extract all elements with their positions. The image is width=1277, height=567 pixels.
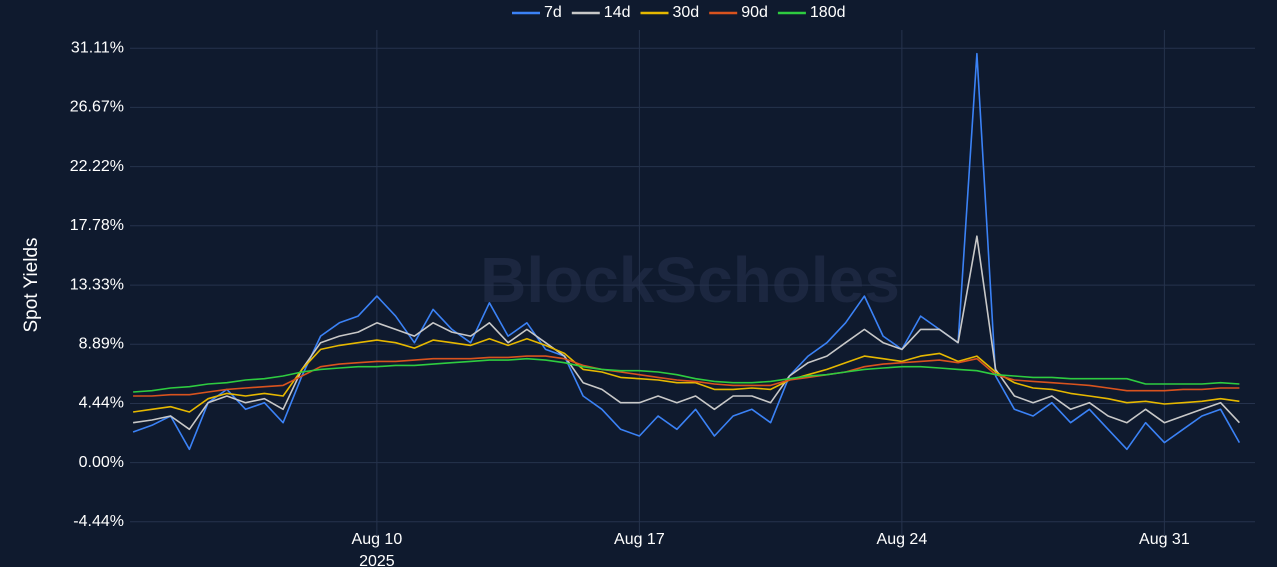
y-tick-label: 31.11% xyxy=(71,39,124,56)
legend-label: 7d xyxy=(544,4,562,21)
series-line xyxy=(133,357,1240,393)
series-line xyxy=(132,337,1240,413)
y-axis-title: Spot Yields xyxy=(21,237,42,332)
y-tick-label: -4.44% xyxy=(73,513,124,530)
series-line xyxy=(132,52,1241,451)
legend-label: 180d xyxy=(810,4,846,21)
x-tick-label: Aug 17 xyxy=(614,531,665,548)
x-tick-label: Aug 10 xyxy=(352,531,403,548)
y-tick-label: 22.22% xyxy=(70,158,124,175)
legend-label: 90d xyxy=(741,4,768,21)
y-tick-label: 4.44% xyxy=(79,395,124,412)
x-tick-label: Aug 31 xyxy=(1139,531,1190,548)
legend-label: 30d xyxy=(673,4,700,21)
x-year-label: 2025 xyxy=(359,553,395,567)
y-tick-label: 26.67% xyxy=(70,99,124,116)
legend-label: 14d xyxy=(604,4,631,21)
watermark: BlockScholes xyxy=(480,244,900,316)
x-tick-label: Aug 24 xyxy=(877,531,928,548)
y-tick-label: 17.78% xyxy=(70,217,124,234)
series-line xyxy=(133,355,1240,397)
y-tick-label: 0.00% xyxy=(79,454,124,471)
y-tick-label: 8.89% xyxy=(79,335,124,352)
y-tick-label: 13.33% xyxy=(70,276,124,293)
series-line xyxy=(132,235,1240,431)
